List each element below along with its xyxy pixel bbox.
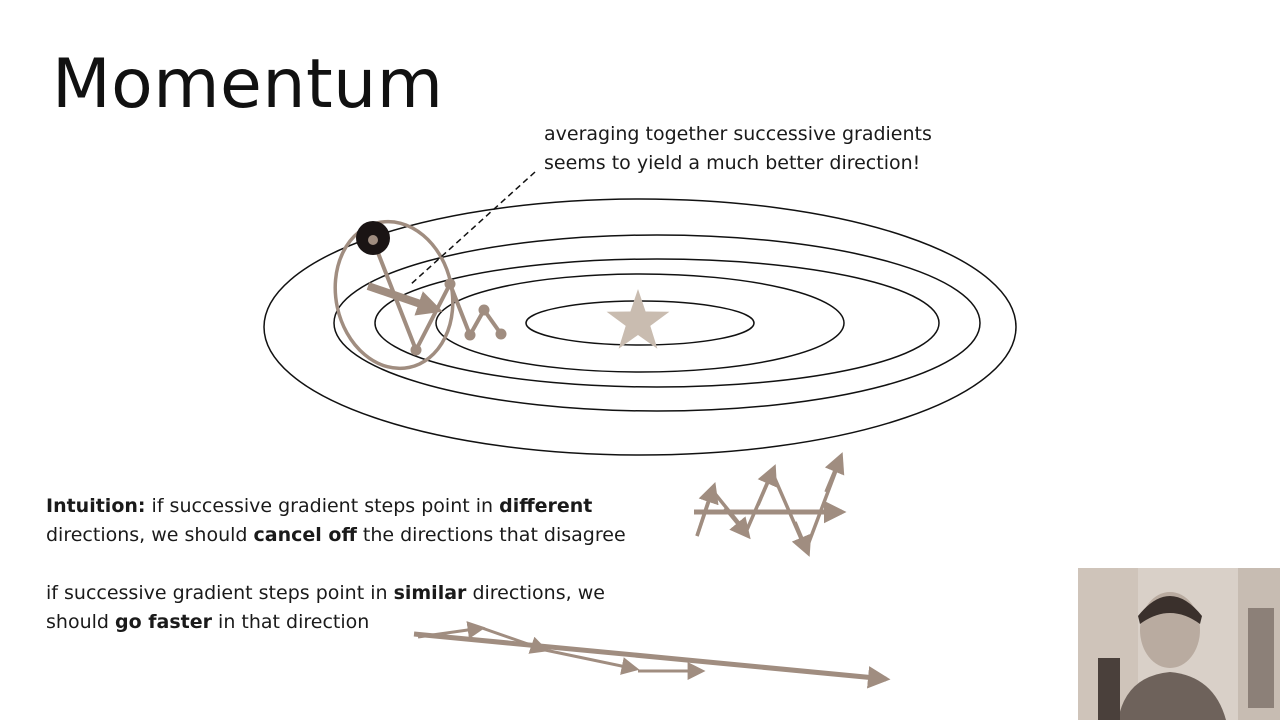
small-step-arrow-3 — [544, 648, 640, 675]
intuition-text: if successive gradient steps point in — [145, 495, 500, 517]
intuition-line-3: if successive gradient steps point in si… — [46, 579, 605, 608]
zigzag-path — [695, 459, 842, 552]
contour-ring-3 — [374, 258, 940, 388]
zigzag-illustration — [694, 452, 847, 557]
intuition-paragraph-1: Intuition: if successive gradient steps … — [46, 492, 626, 550]
minimum-star-icon — [606, 289, 670, 349]
ball-center-dot — [368, 235, 378, 245]
intuition-text: in that direction — [212, 611, 370, 633]
intuition-line-2: directions, we should cancel off the dir… — [46, 521, 626, 550]
intuition-bold: go faster — [115, 611, 213, 633]
contour-ring-1 — [263, 198, 1017, 456]
presenter-webcam — [1078, 568, 1280, 720]
path-point — [495, 328, 507, 340]
path-point — [478, 304, 490, 316]
intuition-paragraph-2: if successive gradient steps point in si… — [46, 579, 605, 637]
callout-line-1: averaging together successive gradients — [544, 123, 932, 145]
intuition-text: directions, we — [466, 582, 605, 604]
intuition-line-4: should go faster in that direction — [46, 608, 605, 637]
intuition-text: if successive gradient steps point in — [46, 582, 394, 604]
zigzag-arrow-4 — [791, 521, 812, 557]
path-point — [444, 278, 456, 290]
averaged-direction-arrow — [366, 282, 443, 316]
path-point — [464, 329, 476, 341]
callout-pointer-line — [409, 171, 536, 286]
intuition-text: directions, we should — [46, 524, 254, 546]
contour-ring-2 — [333, 234, 981, 412]
intuition-bold: cancel off — [253, 524, 357, 546]
callout-line-2: seems to yield a much better direction! — [544, 152, 921, 174]
contour-ring-4 — [435, 273, 845, 373]
presenter-image — [1078, 568, 1280, 720]
intuition-line-1: Intuition: if successive gradient steps … — [46, 492, 626, 521]
intuition-text: should — [46, 611, 115, 633]
path-point — [410, 344, 422, 356]
zigzag-arrow-3 — [756, 464, 777, 506]
intuition-label: Intuition: — [46, 495, 146, 517]
slide-title: Momentum — [52, 45, 444, 124]
intuition-bold: similar — [393, 582, 467, 604]
acceleration-illustration — [413, 621, 891, 689]
fast-direction-arrow — [413, 631, 891, 689]
intuition-bold: different — [499, 495, 593, 517]
zigzag-arrow-5 — [824, 452, 845, 493]
callout-text: averaging together successive gradients … — [544, 120, 932, 178]
intuition-text: the directions that disagree — [356, 524, 626, 546]
